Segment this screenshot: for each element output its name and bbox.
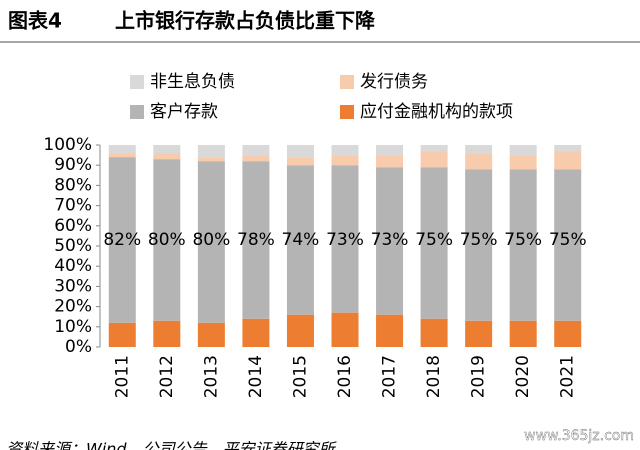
bar-segment	[376, 155, 404, 168]
x-tick-label: 2013	[201, 355, 221, 398]
bar-segment	[153, 153, 181, 160]
y-tick-label: 10%	[54, 317, 92, 337]
x-tick-label: 2017	[380, 355, 400, 398]
value-label: 75%	[460, 230, 498, 250]
bar-segment	[331, 145, 359, 156]
y-tick-label: 0%	[65, 337, 92, 357]
bar-segment	[420, 318, 448, 347]
bar-segment	[286, 165, 314, 315]
chart-title-label: 图表4	[8, 9, 62, 33]
watermark: www.365jz.com	[524, 428, 634, 444]
value-label: 80%	[148, 230, 186, 250]
bar-segment	[286, 157, 314, 166]
bar-segment	[465, 320, 493, 347]
x-tick-label: 2021	[558, 355, 578, 398]
x-tick-label: 2019	[469, 355, 489, 398]
bar-segment	[108, 157, 136, 323]
bar-segment	[420, 167, 448, 319]
bar-segment	[420, 145, 448, 152]
bar-segment	[509, 169, 537, 321]
legend-label: 应付金融机构的款项	[360, 102, 513, 122]
bar-segment	[286, 145, 314, 158]
bar-segment	[153, 320, 181, 347]
bar-segment	[153, 145, 181, 154]
bar-segment	[242, 318, 270, 347]
bar-segment	[197, 322, 225, 347]
bar-segment	[554, 320, 582, 347]
x-tick-label: 2012	[157, 355, 177, 398]
bar-segment	[376, 167, 404, 315]
legend-swatch	[130, 75, 144, 89]
legend-label: 非生息负债	[150, 72, 235, 92]
value-label: 73%	[326, 230, 364, 250]
source: 资料来源：Wind，公司公告，平安证券研究所	[6, 440, 338, 450]
value-label: 75%	[549, 230, 587, 250]
bar-segment	[286, 314, 314, 347]
y-tick-label: 60%	[54, 216, 92, 236]
bar-segment	[554, 145, 582, 152]
legend-swatch	[130, 105, 144, 119]
bar-segment	[509, 155, 537, 170]
bar-segment	[331, 155, 359, 166]
x-tick-label: 2020	[513, 355, 533, 398]
bar-segment	[420, 151, 448, 168]
legend-label: 客户存款	[150, 102, 218, 122]
x-tick-label: 2016	[335, 355, 355, 398]
x-tick-label: 2014	[246, 355, 266, 398]
bar-segment	[509, 145, 537, 156]
bar-segment	[108, 322, 136, 347]
bar-segment	[197, 145, 225, 158]
value-label: 75%	[415, 230, 453, 250]
value-label: 82%	[103, 230, 141, 250]
x-tick-label: 2011	[112, 355, 132, 398]
bar-segment	[376, 145, 404, 156]
bar-segment	[331, 312, 359, 347]
bar-segment	[376, 314, 404, 347]
bar-segment	[242, 145, 270, 156]
x-tick-label: 2018	[424, 355, 444, 398]
bar-segment	[509, 320, 537, 347]
bar-segment	[554, 151, 582, 170]
y-tick-label: 50%	[54, 236, 92, 256]
bar-segment	[242, 155, 270, 162]
bar-segment	[465, 145, 493, 154]
y-tick-label: 80%	[54, 175, 92, 195]
bar-segment	[197, 161, 225, 323]
bar-segment	[153, 159, 181, 321]
bar-segment	[465, 153, 493, 170]
bar-segment	[108, 145, 136, 154]
chart-title: 上市银行存款占负债比重下降	[115, 9, 376, 33]
bar-segment	[108, 153, 136, 158]
x-tick-label: 2015	[290, 355, 310, 398]
y-tick-label: 90%	[54, 155, 92, 175]
bar-segment	[331, 165, 359, 313]
y-tick-label: 100%	[43, 135, 92, 155]
y-tick-label: 40%	[54, 256, 92, 276]
value-label: 78%	[237, 230, 275, 250]
legend-label: 发行债务	[360, 72, 428, 92]
value-label: 75%	[504, 230, 542, 250]
y-tick-label: 30%	[54, 276, 92, 296]
bar-segment	[465, 169, 493, 321]
bar-segment	[554, 169, 582, 321]
y-tick-label: 70%	[54, 196, 92, 216]
bar-segment	[197, 157, 225, 162]
y-tick-label: 20%	[54, 297, 92, 317]
value-label: 73%	[371, 230, 409, 250]
bar-segment	[242, 161, 270, 319]
legend-swatch	[340, 105, 354, 119]
value-label: 74%	[282, 230, 320, 250]
value-label: 80%	[192, 230, 230, 250]
legend-swatch	[340, 75, 354, 89]
